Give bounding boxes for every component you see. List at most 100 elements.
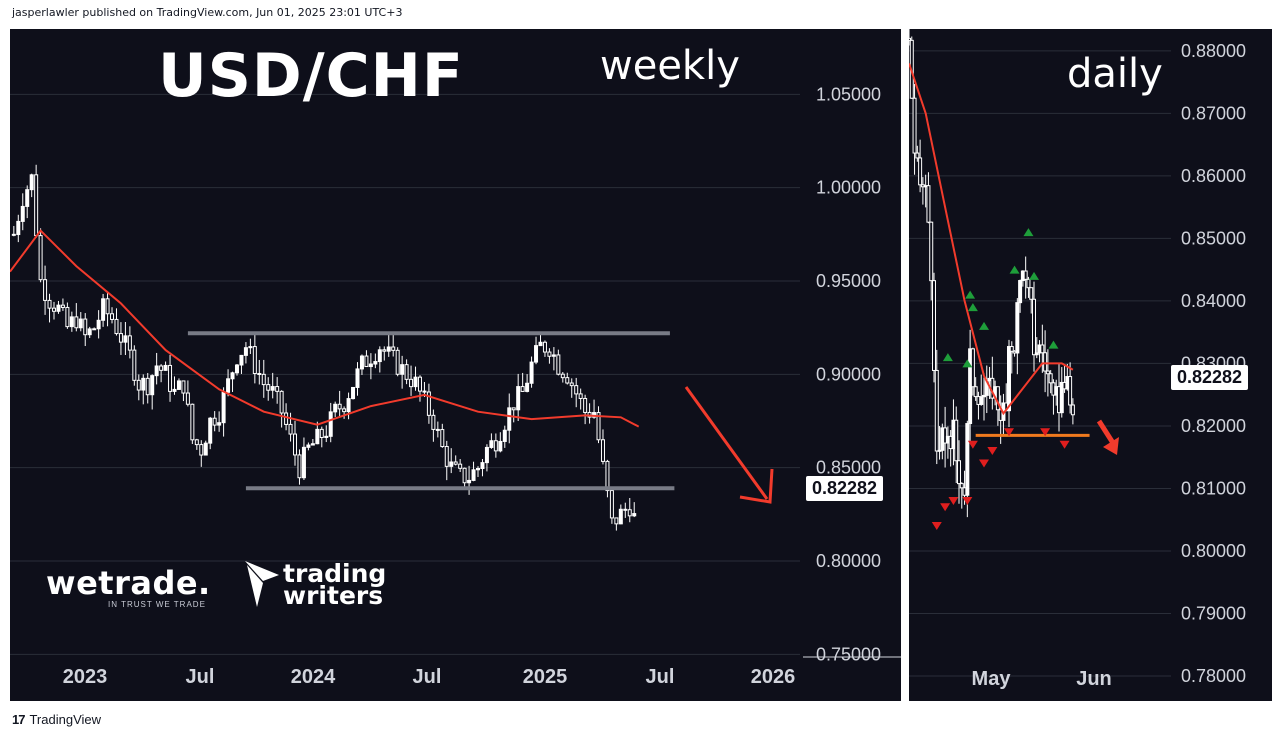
up-marker — [942, 353, 953, 362]
up-marker — [965, 290, 976, 299]
candle-body — [105, 298, 110, 315]
y-tick-label: 0.90000 — [816, 364, 881, 384]
candle-body — [101, 298, 106, 321]
candle-body — [368, 363, 373, 368]
candle-body — [489, 440, 494, 448]
y-tick-label: 0.82000 — [1181, 416, 1246, 436]
candle-body — [60, 304, 65, 308]
candle-body — [632, 513, 637, 517]
x-tick-label: Jun — [1076, 668, 1112, 690]
candle-body — [627, 509, 632, 517]
candle-body — [1068, 376, 1073, 406]
candle-body — [315, 428, 320, 445]
weekly-chart-panel[interactable]: 1.05000 1.00000 0.95000 0.90000 0.85000 0.800… — [10, 29, 901, 701]
candle-body — [355, 368, 360, 388]
candle-body — [248, 346, 253, 349]
candle-body — [1029, 287, 1034, 300]
candle-body — [359, 355, 364, 370]
candle-body — [1032, 298, 1036, 356]
weekly-last-price-tag: 0.82282 — [806, 476, 884, 501]
wetrade-logo: wetrade. IN TRUST WE TRADE — [46, 564, 211, 609]
x-tick-label: Jul — [646, 666, 675, 688]
candle-body — [181, 380, 186, 394]
candle-body — [979, 396, 984, 405]
candle-body — [1009, 346, 1014, 352]
down-marker — [962, 496, 973, 505]
candle-body — [1059, 381, 1064, 414]
x-tick-label: 2024 — [291, 666, 336, 688]
candle-body — [199, 444, 204, 456]
candle-body — [932, 280, 936, 371]
candle-body — [279, 390, 284, 414]
down-marker — [1004, 428, 1014, 437]
candle-body — [605, 460, 610, 492]
y-tick-label: 0.78000 — [1181, 666, 1246, 686]
candle-body — [110, 313, 115, 320]
candle-body — [458, 463, 463, 469]
x-tick-label: 2023 — [63, 666, 108, 688]
candle-body — [301, 446, 306, 479]
candle-body — [25, 189, 30, 207]
up-marker — [962, 359, 973, 368]
candle-body — [623, 508, 628, 511]
candle-body — [560, 373, 565, 379]
candle-body — [203, 442, 208, 456]
candle-body — [467, 479, 472, 484]
candle-body — [346, 398, 351, 413]
candle-body — [163, 364, 168, 371]
candle-body — [551, 354, 556, 357]
candle-body — [547, 351, 552, 357]
x-tick-label: 2026 — [751, 666, 796, 688]
down-marker — [940, 503, 951, 512]
x-tick-label: Jul — [186, 666, 215, 688]
tradingview-brand: TradingView — [29, 712, 102, 727]
y-tick-label: 0.87000 — [1181, 103, 1246, 123]
candle-body — [400, 364, 405, 375]
up-marker — [1048, 340, 1059, 349]
up-marker — [979, 321, 989, 330]
daily-chart-panel[interactable]: 0.88000 0.87000 0.86000 0.85000 0.84000 0.830… — [909, 29, 1272, 701]
candle-body — [319, 428, 324, 438]
candle-body — [395, 349, 400, 375]
candle-body — [556, 354, 561, 375]
candle-body — [176, 380, 181, 390]
candle-body — [132, 349, 137, 381]
candle-body — [270, 386, 275, 391]
weekly-chart-svg[interactable]: 1.05000 1.00000 0.95000 0.90000 0.85000 0.800… — [10, 29, 901, 701]
candle-body — [382, 349, 387, 352]
candle-body — [96, 319, 101, 330]
candle-body — [929, 221, 934, 282]
candle-body — [431, 414, 436, 430]
trading-writers-line2: writers — [283, 581, 384, 610]
candle-body — [190, 403, 195, 441]
candle-body — [1048, 373, 1053, 384]
wetrade-tagline: IN TRUST WE TRADE — [108, 600, 206, 609]
down-marker — [967, 440, 978, 449]
trading-writers-icon — [245, 561, 279, 607]
candle-body — [83, 318, 88, 336]
moving-average-line — [909, 63, 1074, 416]
candle-body — [973, 386, 978, 398]
candle-body — [609, 490, 614, 519]
candle-body — [78, 318, 83, 329]
publisher-caption: jasperlawler published on TradingView.co… — [12, 6, 403, 19]
y-tick-label: 0.80000 — [1181, 541, 1246, 561]
candle-body — [453, 461, 458, 465]
tradingview-footer[interactable]: 17 TradingView — [12, 712, 101, 727]
candle-body — [574, 385, 579, 395]
candle-body — [471, 469, 476, 481]
candle-body — [65, 306, 70, 328]
up-marker — [1023, 228, 1034, 237]
y-tick-label: 0.80000 — [816, 551, 881, 571]
candle-body — [600, 439, 605, 462]
candle-body — [74, 316, 79, 329]
y-tick-label: 0.86000 — [1181, 166, 1246, 186]
candle-body — [516, 386, 521, 411]
candle-body — [1026, 278, 1031, 289]
candle-body — [351, 386, 356, 400]
candle-body — [38, 235, 43, 281]
candle-body — [56, 304, 61, 312]
daily-chart-svg[interactable]: 0.880000.870000.860000.850000.840000.830… — [909, 29, 1272, 701]
candle-body — [934, 369, 939, 452]
chart-title: USD/CHF — [158, 41, 464, 111]
